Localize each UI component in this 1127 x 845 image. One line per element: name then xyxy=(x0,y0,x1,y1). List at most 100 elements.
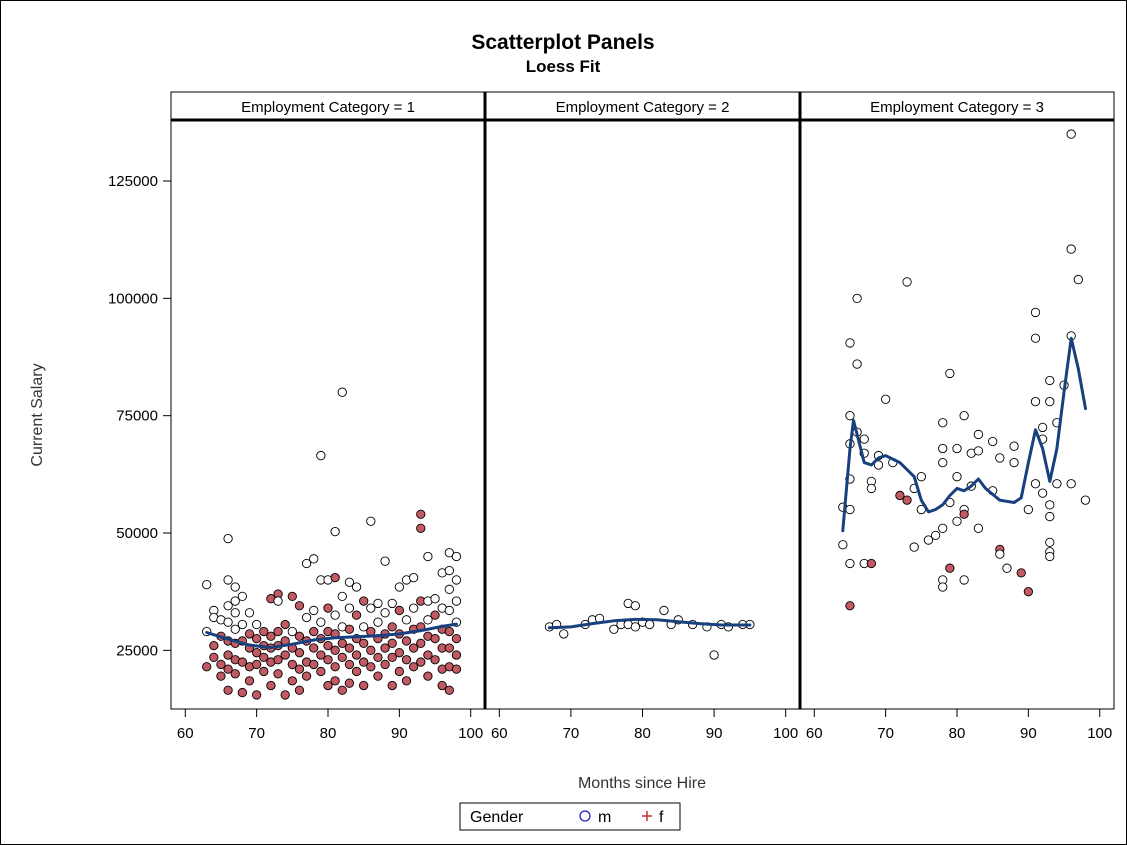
data-point xyxy=(301,558,312,569)
x-tick-label: 80 xyxy=(634,725,651,742)
data-point xyxy=(244,608,255,618)
legend-marker-f xyxy=(642,811,652,821)
data-point xyxy=(645,619,655,630)
data-point xyxy=(223,685,233,695)
legend-marker-m xyxy=(579,810,591,822)
data-point xyxy=(416,657,426,667)
data-point xyxy=(1023,504,1034,515)
data-point xyxy=(859,434,869,444)
data-point xyxy=(359,680,369,691)
data-point xyxy=(945,563,955,573)
data-point xyxy=(394,666,405,677)
data-point xyxy=(423,650,433,660)
data-point xyxy=(359,657,369,667)
data-point xyxy=(387,622,397,632)
data-point xyxy=(309,605,319,616)
data-point xyxy=(223,650,233,660)
data-point xyxy=(959,411,969,421)
data-point xyxy=(1045,551,1055,562)
data-point xyxy=(1030,333,1041,343)
x-tick-label: 70 xyxy=(248,725,265,742)
data-point xyxy=(273,655,283,665)
data-point xyxy=(230,582,240,592)
data-point xyxy=(273,626,283,637)
data-point xyxy=(444,584,454,594)
x-tick-label: 70 xyxy=(877,725,894,742)
data-point xyxy=(251,619,262,630)
data-point xyxy=(294,664,305,674)
data-point xyxy=(845,601,855,611)
data-point xyxy=(852,359,862,369)
data-point xyxy=(337,685,347,695)
legend-title: Gender xyxy=(470,809,524,826)
data-point xyxy=(287,591,297,602)
legend-label-f: f xyxy=(659,809,664,826)
data-point xyxy=(852,293,862,303)
data-point xyxy=(973,446,984,456)
data-point xyxy=(330,572,340,583)
data-point xyxy=(380,659,390,670)
data-point xyxy=(451,596,462,606)
data-point xyxy=(387,652,397,663)
data-point xyxy=(394,582,405,592)
data-point xyxy=(344,624,355,634)
data-point xyxy=(423,551,433,562)
x-tick-label: 100 xyxy=(1087,725,1112,742)
data-point xyxy=(294,685,305,695)
data-point xyxy=(323,680,333,691)
data-point xyxy=(316,650,326,660)
data-point xyxy=(1066,479,1076,489)
data-point xyxy=(408,643,419,653)
data-point xyxy=(659,605,669,616)
data-point xyxy=(945,368,955,379)
data-point xyxy=(280,619,290,630)
data-point xyxy=(323,640,333,651)
data-point xyxy=(1045,500,1055,510)
data-point xyxy=(401,636,412,646)
data-point xyxy=(209,640,219,651)
loess-fit-line xyxy=(205,622,458,649)
data-point xyxy=(280,690,290,700)
data-point xyxy=(866,558,877,569)
data-point xyxy=(1045,511,1055,522)
data-point xyxy=(938,582,948,592)
legend-label-m: m xyxy=(598,809,611,826)
data-point xyxy=(244,629,255,639)
data-point xyxy=(344,577,355,587)
data-point xyxy=(952,472,962,482)
panel-header-box xyxy=(170,91,486,121)
data-point xyxy=(408,662,419,672)
data-point xyxy=(952,516,962,526)
data-point xyxy=(1037,488,1048,498)
data-point xyxy=(909,542,919,552)
data-point xyxy=(230,608,240,618)
data-point xyxy=(408,572,419,583)
data-point xyxy=(202,579,212,590)
data-point xyxy=(1045,375,1055,386)
data-point xyxy=(916,472,926,482)
data-point xyxy=(223,664,233,674)
data-point xyxy=(1009,441,1019,451)
data-point xyxy=(416,509,426,519)
data-point xyxy=(630,601,640,611)
data-point xyxy=(845,338,855,348)
data-point xyxy=(373,652,383,663)
panel-header-box xyxy=(799,91,1115,121)
data-point xyxy=(316,666,326,677)
data-point xyxy=(273,669,283,679)
panel-points xyxy=(202,387,462,700)
data-point xyxy=(380,608,390,618)
data-point xyxy=(330,526,340,537)
data-point xyxy=(988,436,998,447)
data-point xyxy=(287,676,297,686)
data-point xyxy=(444,626,454,637)
data-point xyxy=(316,450,326,461)
data-point xyxy=(1002,563,1012,573)
data-point xyxy=(287,626,297,637)
data-point xyxy=(895,490,905,501)
data-point xyxy=(251,633,262,644)
data-point xyxy=(873,460,884,470)
data-point xyxy=(244,676,255,686)
x-tick-label: 70 xyxy=(563,725,580,742)
data-point xyxy=(423,615,433,625)
